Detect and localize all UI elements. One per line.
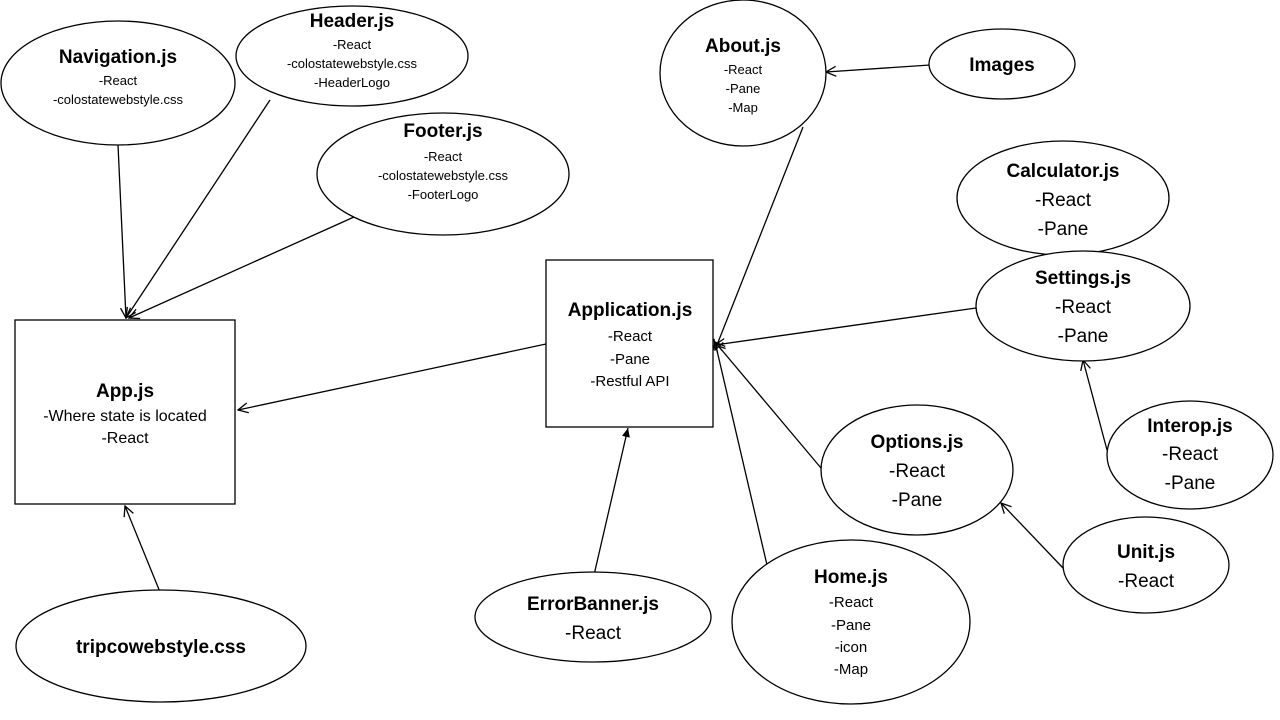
node-options: Options.js -React -Pane bbox=[820, 404, 1014, 536]
node-header-title: Header.js bbox=[310, 11, 395, 32]
svg-text:-Map: -Map bbox=[834, 661, 868, 678]
svg-text:-colostatewebstyle.css: -colostatewebstyle.css bbox=[287, 56, 418, 71]
node-errorbanner: ErrorBanner.js -React bbox=[474, 571, 712, 663]
svg-text:-React: -React bbox=[608, 328, 653, 345]
node-interop: Interop.js -React -Pane bbox=[1106, 400, 1274, 510]
svg-text:-React: -React bbox=[829, 594, 874, 611]
node-about-title: About.js bbox=[705, 36, 781, 57]
svg-text:-React: -React bbox=[424, 149, 463, 164]
svg-text:-Map: -Map bbox=[728, 100, 758, 115]
svg-text:-Pane: -Pane bbox=[1038, 219, 1089, 240]
edge-navigation-to-app bbox=[117, 144, 126, 318]
svg-text:-Pane: -Pane bbox=[610, 351, 650, 368]
svg-text:-React: -React bbox=[101, 430, 149, 447]
node-unit: Unit.js -React bbox=[1062, 516, 1230, 614]
node-footer: Footer.js -React -colostatewebstyle.css … bbox=[316, 112, 570, 236]
svg-text:-colostatewebstyle.css: -colostatewebstyle.css bbox=[53, 92, 184, 107]
node-images-title: Images bbox=[969, 55, 1034, 76]
node-errorbanner-title: ErrorBanner.js bbox=[527, 594, 659, 615]
edges bbox=[117, 64, 1108, 593]
node-app: App.js -Where state is located -React bbox=[14, 319, 236, 505]
svg-text:-Restful API: -Restful API bbox=[590, 373, 669, 390]
node-calculator: Calculator.js -React -Pane bbox=[956, 140, 1170, 256]
node-options-title: Options.js bbox=[871, 432, 964, 453]
edge-header-to-app bbox=[126, 99, 271, 318]
svg-text:-colostatewebstyle.css: -colostatewebstyle.css bbox=[378, 168, 509, 183]
node-about: About.js -React -Pane -Map bbox=[659, 0, 827, 147]
node-footer-title: Footer.js bbox=[403, 121, 482, 142]
svg-text:-React: -React bbox=[99, 73, 138, 88]
svg-text:-React: -React bbox=[724, 62, 763, 77]
svg-text:-Pane: -Pane bbox=[831, 617, 871, 634]
node-unit-title: Unit.js bbox=[1117, 542, 1175, 563]
node-navigation-title: Navigation.js bbox=[59, 47, 177, 68]
svg-text:-Pane: -Pane bbox=[726, 81, 761, 96]
edge-images-to-about bbox=[826, 64, 931, 72]
node-tripco: tripcowebstyle.css bbox=[15, 589, 307, 703]
node-tripco-title: tripcowebstyle.css bbox=[76, 637, 246, 658]
node-settings-title: Settings.js bbox=[1035, 268, 1131, 289]
node-home-title: Home.js bbox=[814, 567, 888, 588]
edge-footer-to-app bbox=[129, 216, 355, 318]
svg-text:-Pane: -Pane bbox=[1058, 326, 1109, 347]
svg-text:-HeaderLogo: -HeaderLogo bbox=[314, 75, 390, 90]
node-header: Header.js -React -colostatewebstyle.css … bbox=[235, 5, 469, 107]
node-interop-title: Interop.js bbox=[1147, 416, 1233, 437]
svg-text:-icon: -icon bbox=[835, 639, 868, 656]
svg-text:-Pane: -Pane bbox=[1165, 473, 1216, 494]
svg-text:-React: -React bbox=[1162, 444, 1219, 465]
edge-options-to-application bbox=[715, 342, 822, 469]
node-images: Images bbox=[928, 28, 1076, 100]
edge-unit-to-options bbox=[1001, 503, 1064, 569]
svg-text:-React: -React bbox=[1055, 297, 1112, 318]
node-calculator-title: Calculator.js bbox=[1007, 161, 1120, 182]
edge-errorbanner-to-application bbox=[593, 427, 630, 576]
edge-home-to-application bbox=[715, 342, 768, 566]
edge-about-to-application bbox=[715, 126, 804, 350]
svg-text:-FooterLogo: -FooterLogo bbox=[408, 187, 479, 202]
svg-text:-React: -React bbox=[565, 623, 622, 644]
svg-text:-React: -React bbox=[889, 461, 946, 482]
node-app-title: App.js bbox=[96, 381, 154, 402]
svg-text:-React: -React bbox=[1118, 571, 1175, 592]
node-application: Application.js -React -Pane -Restful API bbox=[545, 259, 714, 428]
node-application-title: Application.js bbox=[568, 300, 693, 321]
edge-settings-to-application bbox=[715, 307, 977, 345]
svg-text:-Where state is located: -Where state is located bbox=[43, 408, 207, 425]
node-navigation: Navigation.js -React -colostatewebstyle.… bbox=[0, 20, 236, 146]
node-home: Home.js -React -Pane -icon -Map bbox=[731, 539, 971, 705]
svg-text:-Pane: -Pane bbox=[892, 490, 943, 511]
edge-tripco-to-app bbox=[125, 506, 161, 593]
node-settings: Settings.js -React -Pane bbox=[975, 250, 1191, 362]
edge-application-to-app bbox=[238, 343, 547, 410]
svg-text:-React: -React bbox=[1035, 190, 1092, 211]
edge-interop-to-settings bbox=[1083, 360, 1108, 451]
svg-text:-React: -React bbox=[333, 37, 372, 52]
